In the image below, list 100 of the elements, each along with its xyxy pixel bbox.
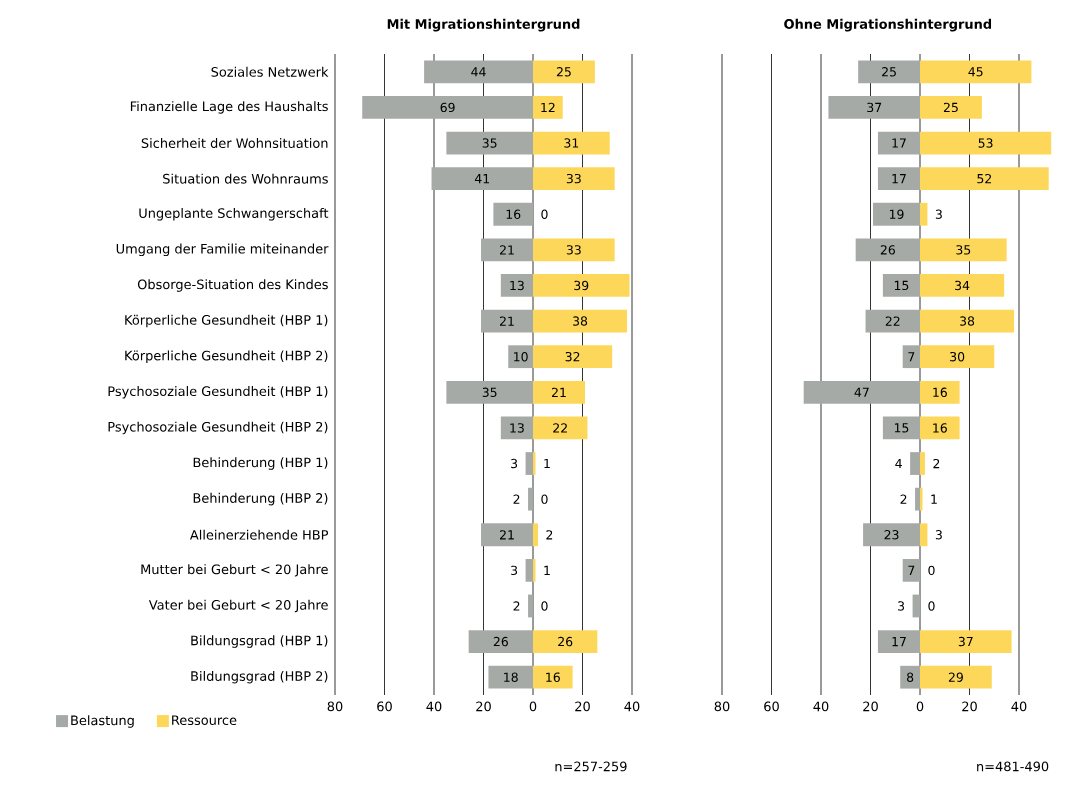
data-label: 25 — [943, 102, 958, 113]
data-label: 17 — [892, 138, 906, 148]
legend-label: Ressource — [172, 715, 237, 726]
data-label: 17 — [892, 637, 906, 647]
data-label: 16 — [933, 423, 947, 433]
bar — [468, 630, 533, 653]
bar — [863, 523, 921, 547]
data-label: 16 — [933, 387, 947, 398]
bar — [910, 452, 921, 475]
y-tick-label: Situation des Wohnraums — [163, 173, 328, 184]
data-label: 12 — [541, 102, 555, 113]
data-label: 29 — [948, 672, 963, 682]
bar — [902, 558, 921, 582]
data-label: 7 — [908, 352, 915, 362]
data-label: 1 — [544, 458, 550, 469]
data-label: 3 — [511, 458, 518, 469]
data-label: 34 — [955, 280, 970, 291]
data-label: 31 — [564, 138, 579, 148]
data-label: 0 — [928, 565, 935, 576]
bar — [882, 274, 921, 297]
bar — [500, 274, 533, 297]
bar — [920, 238, 1007, 262]
x-tick-label: 60 — [377, 701, 392, 712]
data-label: 3 — [898, 601, 905, 611]
data-label: 69 — [440, 102, 455, 113]
data-label: 1 — [544, 565, 550, 575]
bar — [920, 523, 928, 547]
bar — [533, 416, 588, 440]
y-tick-label: Umgang der Familie miteinander — [116, 243, 329, 257]
data-label: 47 — [854, 387, 869, 397]
data-label: 41 — [474, 174, 490, 184]
data-label: 52 — [977, 173, 992, 184]
data-label: 45 — [968, 67, 983, 77]
text: n=481-490 — [977, 761, 1049, 772]
data-label: 17 — [892, 174, 906, 184]
bar — [920, 131, 1052, 155]
bar — [533, 380, 585, 404]
y-tick-label: Alleinerziehende HBP — [189, 529, 329, 540]
data-label: 3 — [935, 530, 942, 540]
bar — [915, 487, 921, 511]
data-label: 16 — [546, 672, 560, 682]
data-label: 2 — [900, 494, 907, 504]
bar — [912, 594, 921, 618]
data-label: 35 — [482, 387, 497, 398]
data-label: 25 — [882, 67, 896, 77]
data-label: 8 — [906, 672, 914, 682]
bar — [533, 96, 563, 119]
bar — [858, 60, 921, 84]
bar — [533, 238, 615, 262]
bar — [533, 60, 595, 84]
x-tick-label: 40 — [426, 701, 442, 712]
data-label: 21 — [500, 530, 514, 540]
x-tick-label: 20 — [476, 701, 491, 712]
y-tick-label: Soziales Netzwerk — [211, 66, 329, 77]
x-tick-label: 80 — [714, 701, 730, 712]
bar — [877, 630, 921, 653]
bar — [920, 380, 960, 404]
data-label: 21 — [551, 387, 566, 397]
data-label: 35 — [956, 245, 971, 255]
data-label: 19 — [889, 209, 904, 219]
data-label: 10 — [514, 351, 528, 362]
bar — [508, 345, 533, 369]
data-label: 26 — [558, 636, 573, 647]
x-tick-label: 40 — [1011, 701, 1027, 712]
data-label: 18 — [504, 672, 518, 682]
x-tick-label: 40 — [624, 701, 640, 712]
data-label: 21 — [500, 245, 514, 255]
bar — [920, 60, 1032, 84]
bar — [533, 345, 613, 369]
bar — [446, 380, 533, 404]
data-label: 53 — [978, 138, 993, 148]
bar — [481, 309, 533, 333]
bar — [431, 167, 533, 191]
bar — [803, 380, 921, 404]
data-label: 7 — [908, 565, 915, 575]
data-label: 3 — [935, 209, 942, 219]
data-label: 13 — [510, 423, 524, 433]
y-tick-label: Ungeplante Schwangerschaft — [139, 207, 329, 221]
x-tick-label: 40 — [813, 701, 829, 712]
data-label: 2 — [513, 494, 520, 504]
x-tick-label: 80 — [327, 701, 343, 712]
bar — [920, 96, 982, 119]
data-label: 26 — [880, 245, 895, 255]
y-tick-label: Bildungsgrad (HBP 2) — [191, 670, 328, 684]
bar — [488, 665, 533, 689]
data-label: 35 — [482, 138, 497, 148]
data-label: 30 — [950, 351, 965, 362]
data-label: 33 — [566, 245, 581, 255]
y-tick-label: Behinderung (HBP 1) — [193, 457, 328, 470]
data-label: 15 — [894, 280, 909, 291]
data-label: 15 — [894, 423, 909, 433]
bar — [533, 131, 610, 155]
data-label: 0 — [928, 601, 935, 611]
bar — [528, 594, 533, 618]
bar — [920, 202, 928, 226]
chart-title: Ohne Migrationshintergrund — [784, 18, 992, 32]
bar — [882, 416, 921, 440]
x-tick-label: 0 — [916, 701, 924, 712]
data-label: 1 — [931, 494, 937, 504]
bar — [920, 274, 1005, 297]
